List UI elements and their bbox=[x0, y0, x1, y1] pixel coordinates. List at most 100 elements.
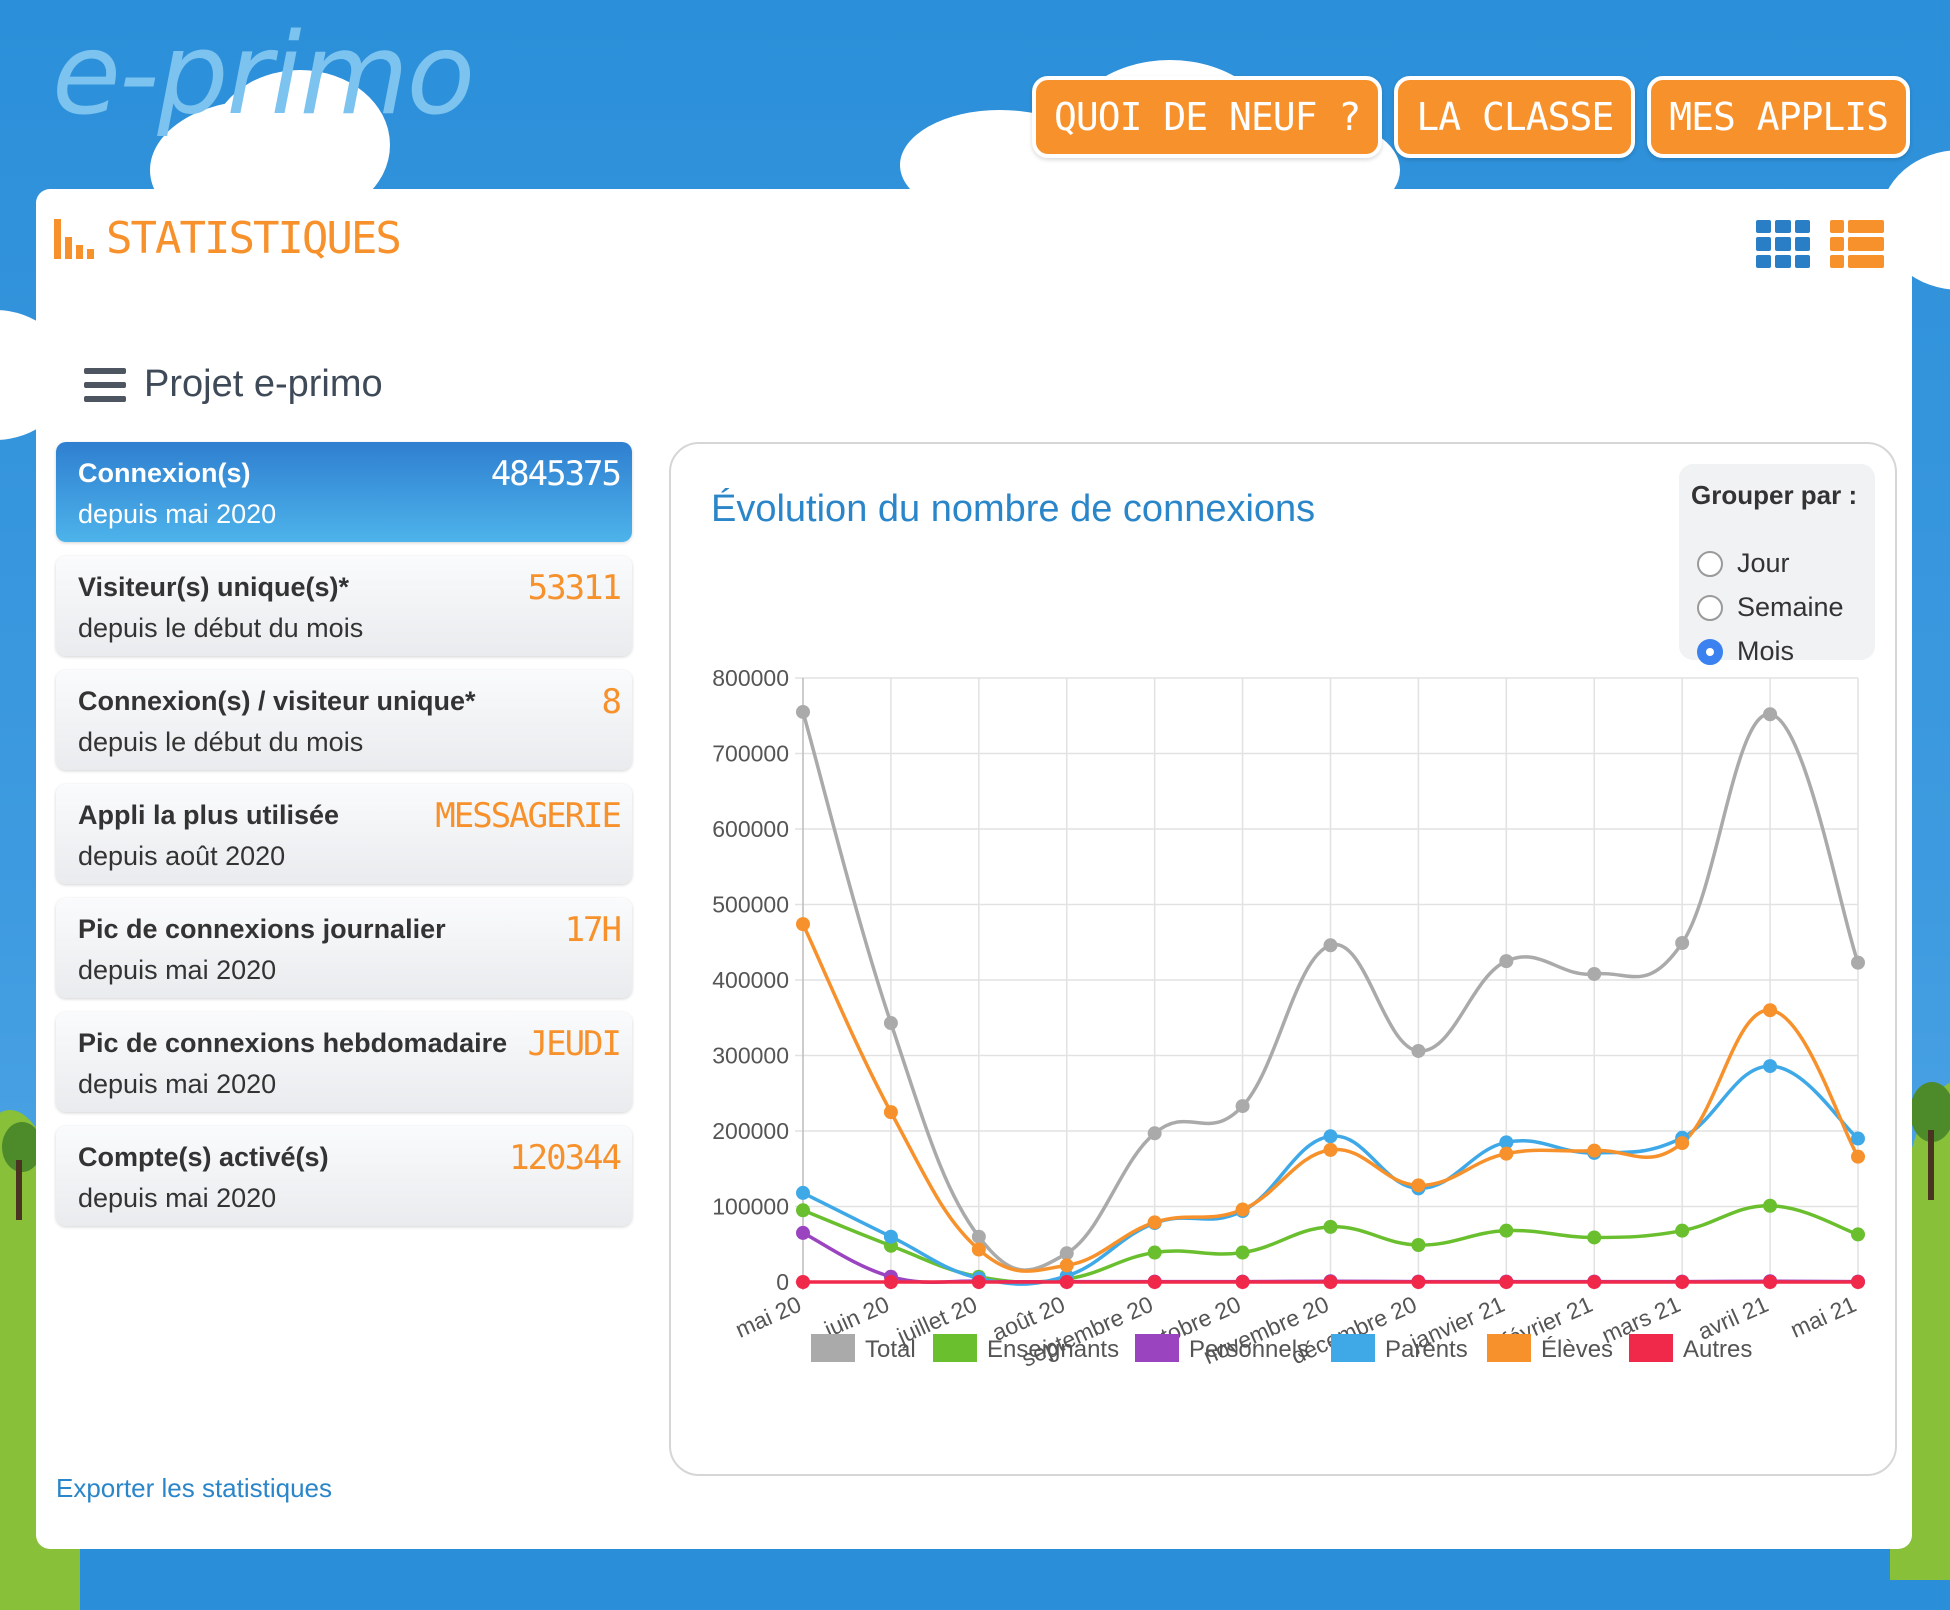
radio-button[interactable] bbox=[1697, 594, 1723, 621]
view-switcher bbox=[1756, 220, 1884, 268]
card-value: 53311 bbox=[527, 568, 622, 608]
y-tick-label: 0 bbox=[776, 1269, 789, 1295]
data-point-autres bbox=[1851, 1275, 1865, 1289]
legend-swatch bbox=[1629, 1334, 1673, 1362]
data-point-total bbox=[1235, 1099, 1250, 1114]
logo-text: e-primo bbox=[52, 10, 475, 140]
data-point-total bbox=[1587, 966, 1602, 981]
data-point-enseignants bbox=[1235, 1245, 1250, 1260]
data-point-parents bbox=[883, 1229, 898, 1244]
y-tick-label: 500000 bbox=[712, 892, 789, 918]
group-by-panel: Grouper par : Jour Semaine Mois bbox=[1679, 464, 1875, 666]
radio-button[interactable] bbox=[1697, 550, 1723, 577]
project-name: Projet e-primo bbox=[144, 363, 383, 405]
nav-mes-applis[interactable]: MES APPLIS bbox=[1647, 76, 1910, 158]
card-connexions[interactable]: Connexion(s) depuis mai 2020 4845375 bbox=[56, 442, 632, 542]
data-point-total bbox=[1411, 1043, 1426, 1058]
card-label: Compte(s) activé(s) bbox=[78, 1142, 329, 1172]
data-point-autres bbox=[1675, 1275, 1690, 1289]
export-stats-link[interactable]: Exporter les statistiques bbox=[56, 1473, 333, 1503]
card-label: Visiteur(s) unique(s)* bbox=[78, 572, 350, 602]
card-sub: depuis mai 2020 bbox=[78, 955, 277, 985]
tree-trunk bbox=[16, 1160, 22, 1220]
e-primo-logo[interactable]: e-primo bbox=[52, 10, 475, 140]
legend-label: Total bbox=[865, 1336, 916, 1363]
data-point-élèves bbox=[1851, 1149, 1865, 1164]
data-point-enseignants bbox=[1763, 1198, 1778, 1213]
card-value: JEUDI bbox=[527, 1024, 622, 1064]
group-by-title: Grouper par : bbox=[1691, 480, 1858, 510]
card-label: Connexion(s) / visiteur unique* bbox=[78, 686, 476, 716]
chart-container: Évolution du nombre de connexions Groupe… bbox=[669, 442, 1897, 1476]
grid-view-icon[interactable] bbox=[1756, 220, 1810, 268]
card-label: Pic de connexions journalier bbox=[78, 914, 446, 944]
data-point-enseignants bbox=[1675, 1223, 1690, 1238]
data-point-élèves bbox=[971, 1242, 986, 1257]
data-point-parents bbox=[1323, 1129, 1338, 1144]
data-point-total bbox=[1675, 936, 1690, 951]
menu-icon[interactable] bbox=[84, 367, 126, 402]
data-point-élèves bbox=[1323, 1142, 1338, 1157]
legend-swatch bbox=[811, 1334, 855, 1362]
data-point-élèves bbox=[1411, 1178, 1426, 1193]
data-point-élèves bbox=[1499, 1146, 1514, 1161]
data-point-élèves bbox=[1059, 1258, 1074, 1273]
data-point-autres bbox=[971, 1275, 986, 1289]
x-tick-label: mai 21 bbox=[1786, 1291, 1860, 1343]
radio-label: Jour bbox=[1737, 548, 1790, 578]
card-value: 4845375 bbox=[490, 454, 622, 494]
data-point-enseignants bbox=[1411, 1238, 1426, 1253]
y-tick-label: 400000 bbox=[712, 967, 789, 993]
legend-label: Autres bbox=[1683, 1336, 1752, 1363]
radio-semaine[interactable]: Semaine bbox=[1697, 592, 1844, 623]
card-value: 120344 bbox=[509, 1138, 622, 1178]
y-tick-label: 200000 bbox=[712, 1118, 789, 1144]
data-point-total bbox=[1323, 938, 1338, 953]
data-point-autres bbox=[1147, 1275, 1162, 1289]
data-point-parents bbox=[796, 1185, 810, 1200]
card-pic-journalier[interactable]: Pic de connexions journalier depuis mai … bbox=[56, 898, 632, 998]
card-connexions-par-visiteur[interactable]: Connexion(s) / visiteur unique* depuis l… bbox=[56, 670, 632, 770]
data-point-total bbox=[1147, 1126, 1162, 1141]
data-point-total bbox=[796, 704, 810, 719]
card-sub: depuis mai 2020 bbox=[78, 1069, 277, 1099]
radio-button-selected[interactable] bbox=[1697, 638, 1723, 665]
legend-label: Élèves bbox=[1541, 1336, 1613, 1363]
x-tick-label: mai 20 bbox=[731, 1291, 805, 1343]
project-header: Projet e-primo bbox=[84, 363, 383, 406]
data-point-parents bbox=[1851, 1131, 1865, 1146]
card-sub: depuis le début du mois bbox=[78, 613, 364, 643]
data-point-enseignants bbox=[1851, 1227, 1865, 1242]
card-value: MESSAGERIE bbox=[435, 796, 622, 836]
radio-label: Mois bbox=[1737, 636, 1795, 666]
data-point-total bbox=[1499, 954, 1514, 969]
data-point-total bbox=[883, 1016, 898, 1031]
legend-swatch bbox=[1135, 1334, 1179, 1362]
radio-jour[interactable]: Jour bbox=[1697, 548, 1790, 579]
chart-title: Évolution du nombre de connexions bbox=[711, 488, 1316, 530]
card-label: Appli la plus utilisée bbox=[78, 800, 340, 830]
nav-quoi-de-neuf[interactable]: QUOI DE NEUF ? bbox=[1032, 76, 1383, 158]
nav-la-classe[interactable]: LA CLASSE bbox=[1394, 76, 1636, 158]
radio-mois[interactable]: Mois bbox=[1697, 636, 1794, 667]
radio-label: Semaine bbox=[1737, 592, 1844, 622]
top-navigation: QUOI DE NEUF ? LA CLASSE MES APPLIS bbox=[1032, 76, 1910, 158]
list-view-icon[interactable] bbox=[1830, 220, 1884, 268]
legend-label: Parents bbox=[1385, 1336, 1468, 1363]
card-appli-plus-utilisee[interactable]: Appli la plus utilisée depuis août 2020 … bbox=[56, 784, 632, 884]
data-point-élèves bbox=[1147, 1215, 1162, 1230]
data-point-autres bbox=[1235, 1275, 1250, 1289]
main-panel: STATISTIQUES Projet e-primo Connexion(s)… bbox=[36, 189, 1912, 1549]
card-visiteurs-uniques[interactable]: Visiteur(s) unique(s)* depuis le début d… bbox=[56, 556, 632, 656]
y-tick-label: 600000 bbox=[712, 816, 789, 842]
card-comptes-actives[interactable]: Compte(s) activé(s) depuis mai 2020 1203… bbox=[56, 1126, 632, 1226]
data-point-autres bbox=[1499, 1275, 1514, 1289]
card-value: 17H bbox=[564, 910, 622, 950]
page-title-text: STATISTIQUES bbox=[106, 213, 402, 264]
data-point-parents bbox=[1763, 1059, 1778, 1074]
data-point-autres bbox=[1323, 1275, 1338, 1289]
data-point-autres bbox=[1059, 1275, 1074, 1289]
legend-label: Enseignants bbox=[987, 1336, 1119, 1363]
card-sub: depuis mai 2020 bbox=[78, 499, 277, 529]
card-pic-hebdomadaire[interactable]: Pic de connexions hebdomadaire depuis ma… bbox=[56, 1012, 632, 1112]
